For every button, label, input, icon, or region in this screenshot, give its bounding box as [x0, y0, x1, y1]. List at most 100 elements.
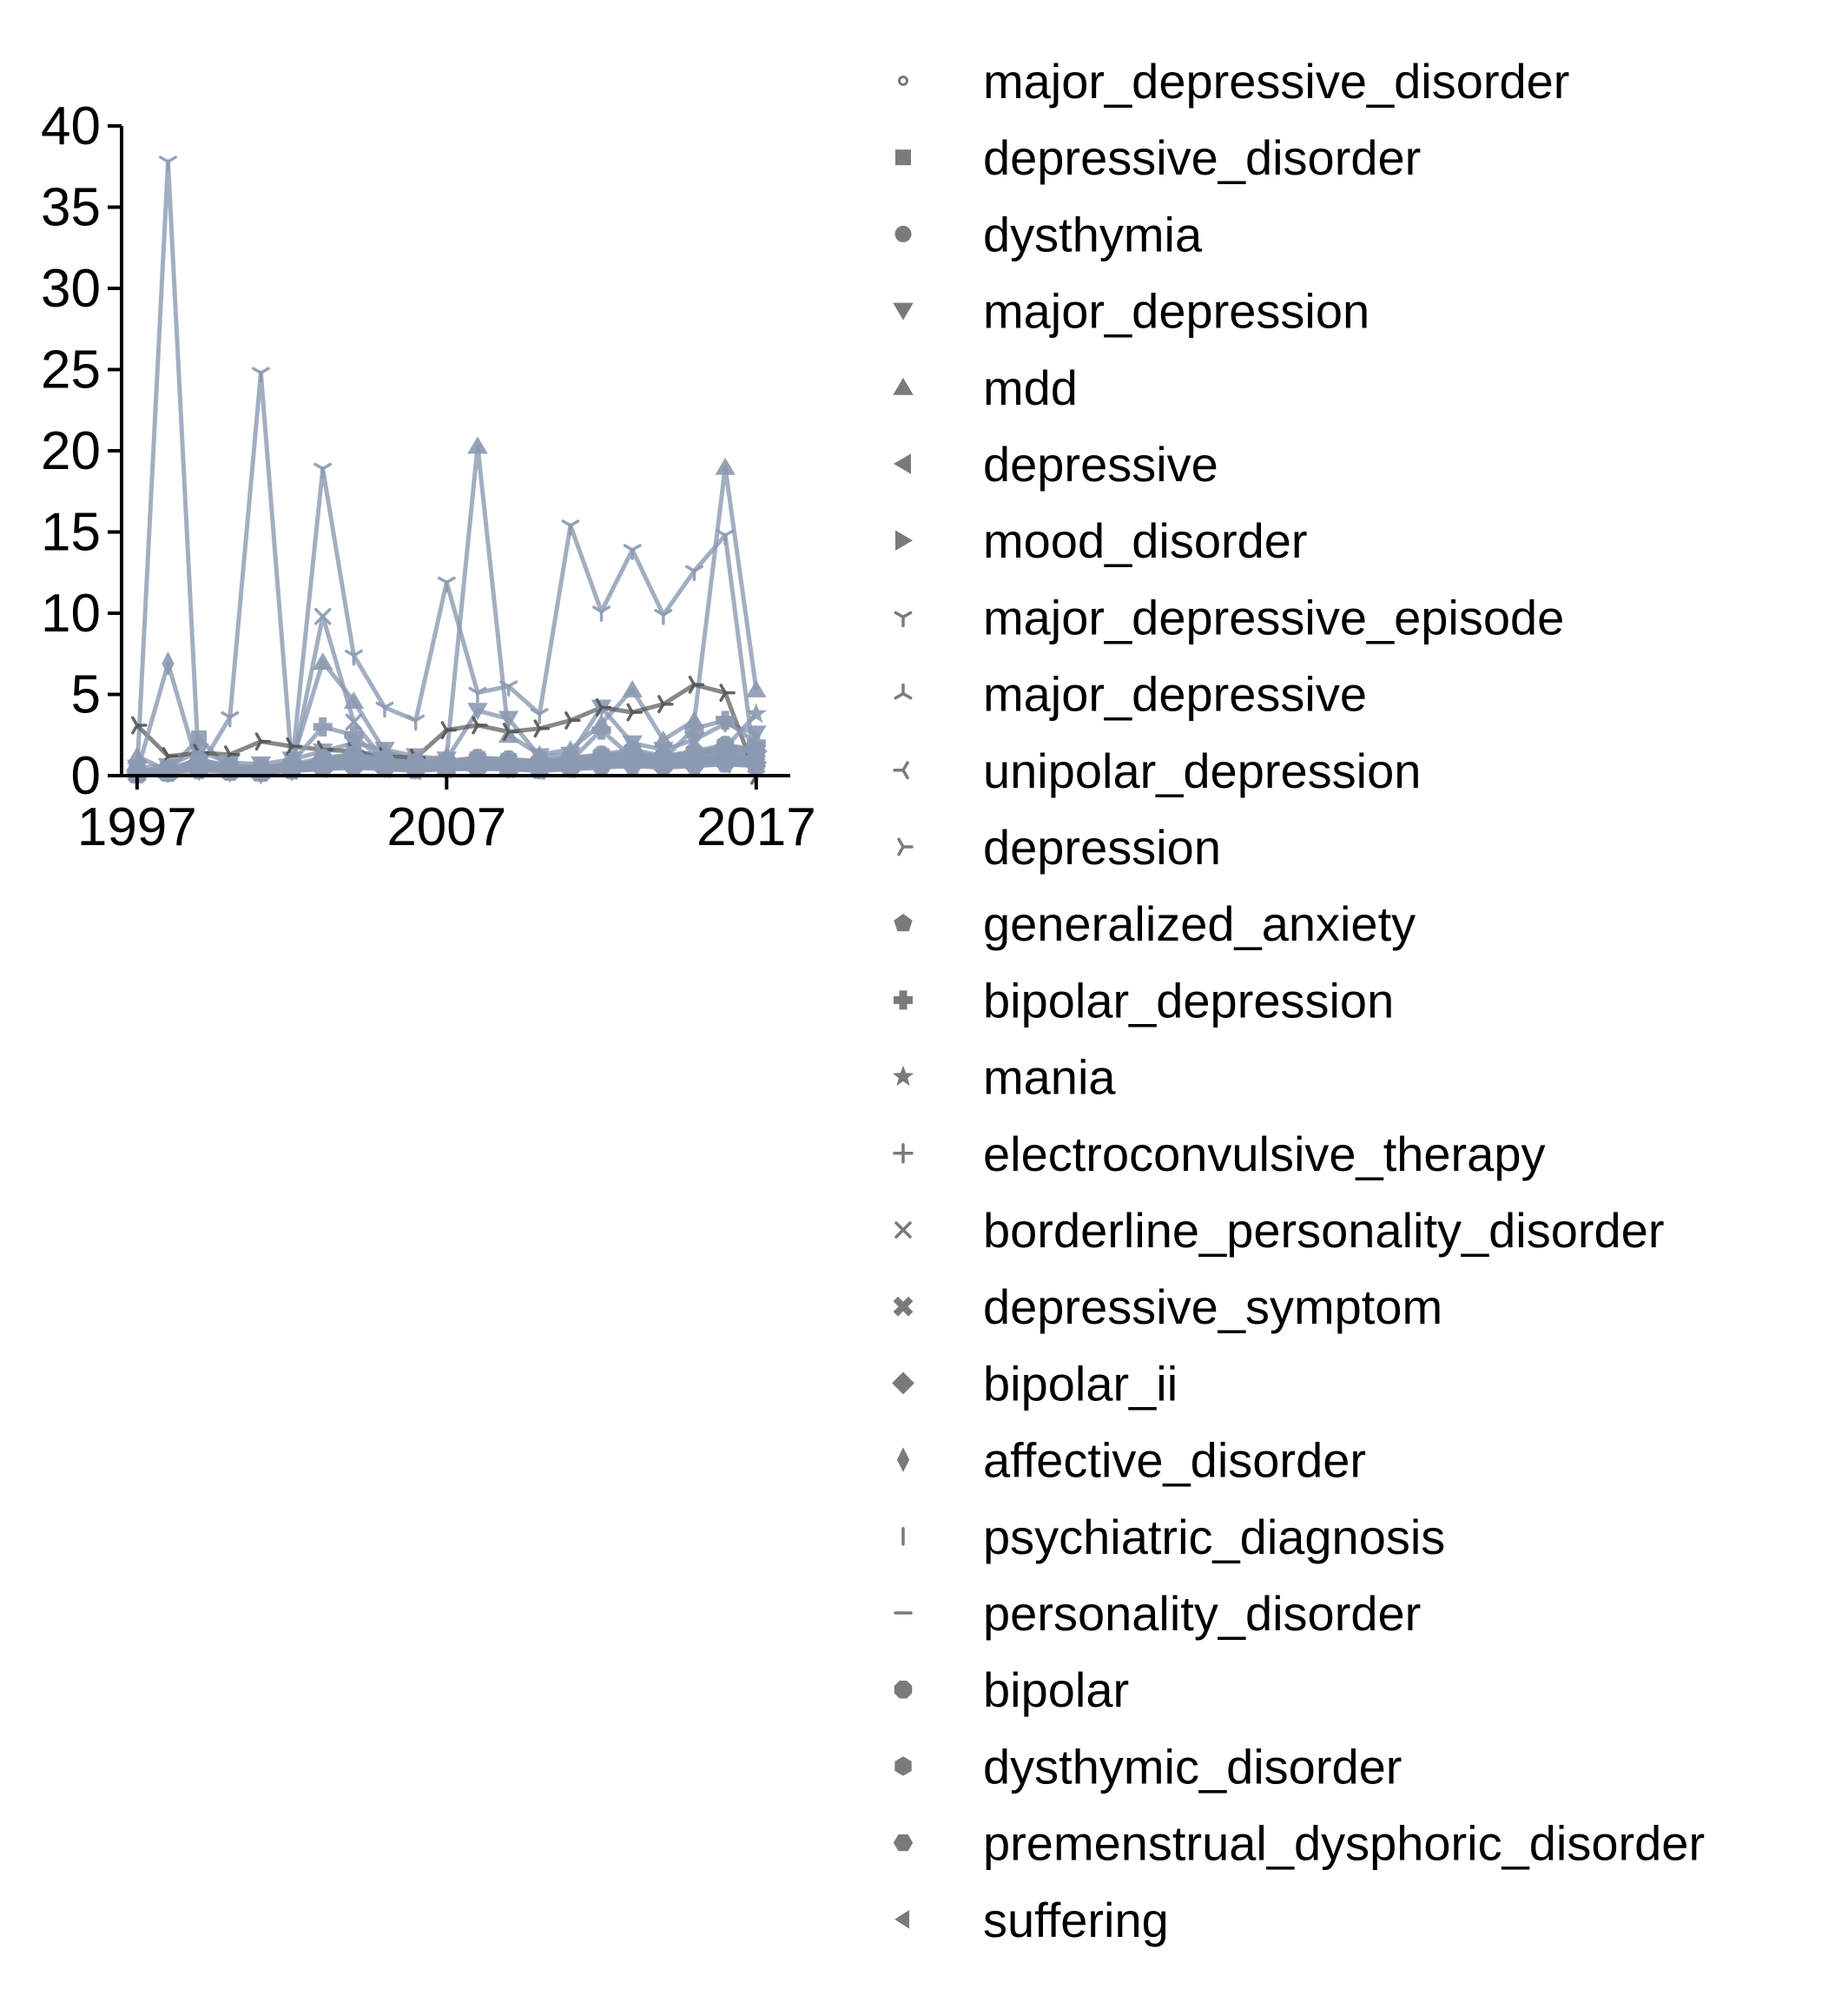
- legend-label: generalized_anxiety: [983, 896, 1416, 951]
- legend-marker-bipolar-ii: [892, 1371, 914, 1395]
- data-point: [131, 716, 148, 735]
- legend-marker-generalized-anxiety: [894, 913, 913, 932]
- data-point: [467, 703, 488, 721]
- legend-label: depressive_disorder: [983, 130, 1421, 185]
- y-tick-label: 5: [71, 665, 101, 725]
- data-point: [251, 367, 270, 383]
- data-point: [654, 609, 673, 625]
- legend-item: premenstrual_dysphoric_disorder: [893, 1816, 1705, 1871]
- legend-label: personality_disorder: [983, 1586, 1421, 1641]
- legend-label: bipolar: [983, 1662, 1129, 1717]
- legend-item: bipolar_ii: [892, 1356, 1178, 1411]
- data-point: [438, 756, 453, 776]
- legend-marker-mania: [892, 1065, 914, 1087]
- legend-label: depressive_symptom: [983, 1279, 1442, 1334]
- legend-item: major_depressive: [894, 667, 1367, 722]
- legend-item: bipolar: [894, 1662, 1129, 1717]
- y-tick-label: 35: [41, 178, 101, 238]
- legend-marker-dysthymia: [894, 225, 912, 242]
- legend-marker-affective-disorder: [896, 1447, 910, 1472]
- data-point: [221, 759, 236, 779]
- data-point: [533, 719, 550, 738]
- legend-label: dysthymic_disorder: [983, 1739, 1402, 1794]
- legend-marker-depression: [897, 837, 914, 856]
- data-point: [221, 710, 240, 728]
- data-point: [468, 686, 487, 704]
- legend-item: psychiatric_diagnosis: [901, 1510, 1445, 1564]
- data-point: [437, 576, 456, 593]
- y-tick-label: 15: [41, 503, 101, 563]
- legend-label: mania: [983, 1050, 1116, 1105]
- data-point: [191, 730, 208, 746]
- data-point: [406, 757, 422, 777]
- data-point: [376, 755, 392, 774]
- legend-marker-dysthymic-disorder: [894, 1756, 912, 1776]
- x-tick-label: 2007: [386, 797, 506, 857]
- legend-label: major_depressive_episode: [983, 590, 1564, 644]
- data-point: [530, 708, 549, 724]
- legend-label: premenstrual_dysphoric_disorder: [983, 1816, 1705, 1871]
- legend-label: psychiatric_diagnosis: [983, 1510, 1445, 1564]
- legend-marker-bipolar-depression: [894, 990, 913, 1010]
- legend-item: mania: [892, 1050, 1116, 1105]
- data-point: [159, 155, 177, 172]
- data-point: [624, 750, 639, 770]
- legend-marker-depressive-symptom: [893, 1296, 914, 1317]
- legend-item: bipolar_depression: [894, 973, 1394, 1028]
- data-point: [499, 755, 515, 774]
- series-line-major-depressive-episode: [135, 159, 759, 777]
- legend-item: borderline_personality_disorder: [894, 1203, 1664, 1258]
- data-point: [562, 755, 577, 774]
- legend-item: depression: [897, 820, 1221, 875]
- legend-marker-major-depression: [893, 302, 914, 321]
- data-point: [592, 751, 608, 771]
- legend-marker-suffering: [894, 1909, 909, 1929]
- data-point: [286, 737, 302, 756]
- legend-marker-borderline-personality-disorder: [894, 1221, 912, 1239]
- legend-marker-bipolar: [894, 1680, 913, 1699]
- legend-item: affective_disorder: [896, 1433, 1366, 1488]
- data-point: [592, 605, 610, 622]
- legend-label: bipolar_ii: [983, 1356, 1178, 1411]
- legend-item: suffering: [894, 1893, 1169, 1947]
- data-point: [685, 565, 703, 582]
- data-point: [622, 679, 643, 697]
- data-point: [657, 695, 674, 714]
- data-point: [626, 703, 643, 722]
- legend-marker-major-depressive: [894, 683, 913, 700]
- legend-item: dysthymic_disorder: [894, 1739, 1402, 1794]
- legend-marker-electroconvulsive-therapy: [893, 1143, 914, 1164]
- data-point: [502, 723, 519, 741]
- data-point: [162, 651, 175, 677]
- data-point: [314, 607, 332, 625]
- legend-label: dysthymia: [983, 207, 1203, 261]
- data-point: [716, 746, 732, 766]
- legend-item: generalized_anxiety: [894, 896, 1416, 951]
- legend-marker-depressive: [894, 453, 911, 474]
- data-point: [440, 721, 458, 740]
- legend-label: electroconvulsive_therapy: [983, 1127, 1545, 1181]
- data-point: [747, 748, 762, 768]
- legend-item: depressive_symptom: [893, 1279, 1442, 1334]
- legend-item: mood_disorder: [895, 513, 1308, 568]
- legend-item: major_depression: [893, 284, 1370, 339]
- data-point: [654, 753, 670, 772]
- legend-marker-mood-disorder: [895, 530, 913, 551]
- data-point: [715, 457, 736, 475]
- legend-item: personality_disorder: [894, 1586, 1421, 1641]
- legend-label: bipolar_depression: [983, 973, 1394, 1028]
- legend-label: depressive: [983, 437, 1218, 492]
- x-tick-label: 2017: [696, 797, 816, 857]
- data-point: [314, 755, 329, 774]
- x-tick-label: 1997: [77, 797, 197, 857]
- data-point: [314, 462, 333, 479]
- y-tick-label: 30: [41, 259, 101, 319]
- data-point: [344, 649, 363, 666]
- legend-marker-major-depressive-episode: [894, 611, 913, 628]
- data-point: [345, 713, 363, 731]
- legend: major_depressive_disorder depressive_diso…: [892, 54, 1705, 1947]
- data-point: [313, 717, 333, 737]
- tick-labels: 0 5 10 15 20 25 30 35 40 1997 2007 2017: [41, 96, 816, 857]
- legend-item: dysthymia: [894, 207, 1203, 261]
- legend-item: depressive: [894, 437, 1218, 492]
